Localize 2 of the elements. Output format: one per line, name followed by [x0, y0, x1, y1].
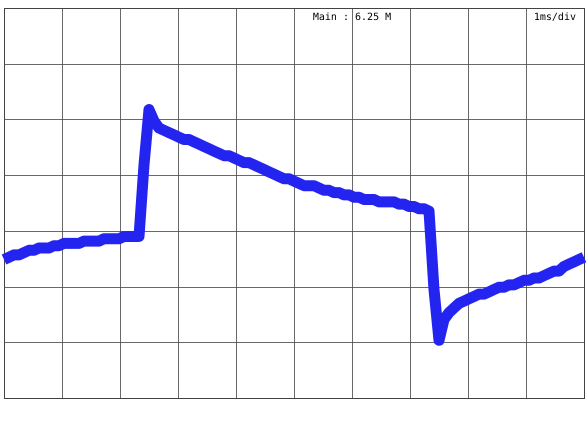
text: Main : 6.25 M — [312, 12, 392, 23]
text: 1ms/div — [534, 12, 576, 23]
